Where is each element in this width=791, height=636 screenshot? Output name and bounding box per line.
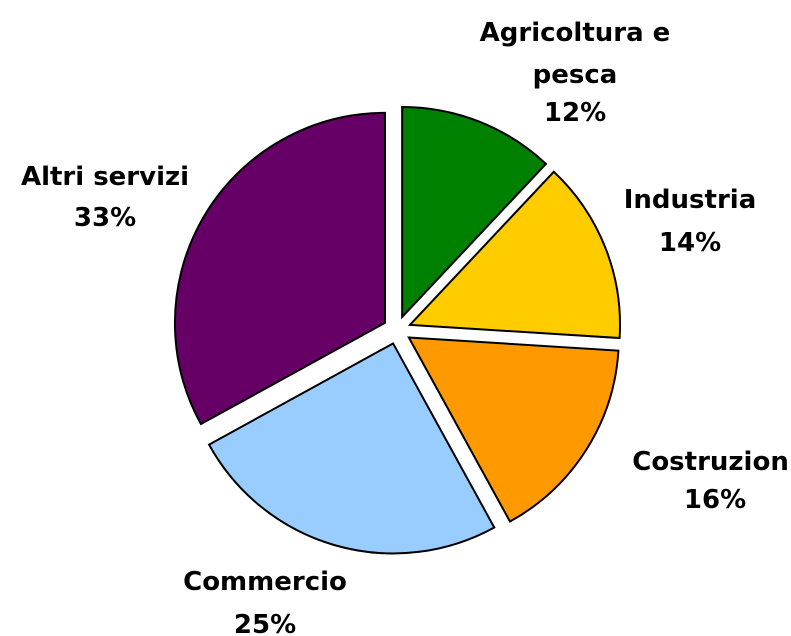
pie-slice bbox=[407, 170, 622, 340]
slice-label: Agricoltura e pesca bbox=[479, 18, 671, 90]
slice-label: Altri servizi bbox=[20, 162, 190, 192]
slice-label: Industria bbox=[623, 185, 757, 215]
slice-value-label: 25% bbox=[233, 610, 297, 636]
slice-label: Commercio bbox=[183, 567, 347, 597]
slice-label: Costruzioni bbox=[632, 447, 791, 477]
pie-slice bbox=[173, 111, 386, 426]
slice-value-label: 12% bbox=[543, 98, 607, 128]
slice-value-label: 16% bbox=[683, 485, 747, 515]
pie-slice bbox=[401, 105, 548, 320]
slice-value-label: 33% bbox=[73, 203, 137, 233]
pie-slice bbox=[407, 336, 620, 523]
pie-slice bbox=[207, 342, 496, 555]
slice-value-label: 14% bbox=[658, 228, 722, 258]
